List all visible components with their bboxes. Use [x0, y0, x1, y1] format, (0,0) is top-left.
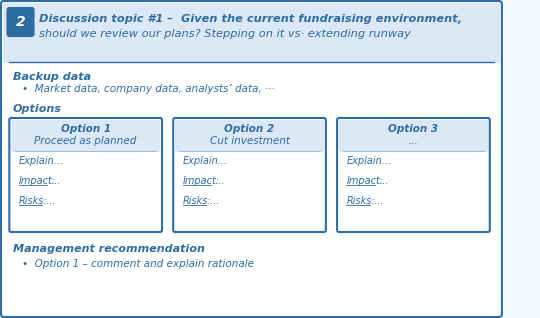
Text: Proceed as planned: Proceed as planned — [35, 136, 137, 146]
Text: Option 2: Option 2 — [225, 124, 275, 134]
Text: Management recommendation: Management recommendation — [13, 244, 205, 254]
Text: Risks:: Risks: — [346, 196, 375, 206]
Text: Discussion topic #1 –  Given the current fundraising environment,: Discussion topic #1 – Given the current … — [39, 14, 462, 24]
FancyBboxPatch shape — [3, 3, 500, 63]
Text: Option 3: Option 3 — [388, 124, 438, 134]
FancyBboxPatch shape — [339, 120, 488, 152]
Text: ...: ... — [207, 196, 219, 206]
Text: Impact:: Impact: — [183, 176, 220, 186]
Text: Risks:: Risks: — [18, 196, 47, 206]
Text: •  Option 1 – comment and explain rationale: • Option 1 – comment and explain rationa… — [22, 259, 254, 269]
Text: Risks:: Risks: — [183, 196, 211, 206]
FancyBboxPatch shape — [9, 118, 162, 232]
Text: Cut investment: Cut investment — [210, 136, 289, 146]
Text: ...: ... — [49, 176, 61, 186]
Text: Backup data: Backup data — [13, 72, 91, 82]
Text: ...: ... — [370, 196, 383, 206]
Text: ...: ... — [212, 176, 225, 186]
Text: Explain...: Explain... — [346, 156, 391, 166]
Text: •  Market data, company data, analysts’ data, ···: • Market data, company data, analysts’ d… — [22, 84, 275, 94]
Text: 2: 2 — [16, 15, 25, 29]
Text: ...: ... — [43, 196, 55, 206]
Text: Options: Options — [13, 104, 62, 114]
FancyBboxPatch shape — [337, 118, 490, 232]
Text: ...: ... — [409, 136, 419, 146]
FancyBboxPatch shape — [175, 120, 324, 152]
Text: Impact:: Impact: — [346, 176, 383, 186]
Text: ...: ... — [376, 176, 389, 186]
FancyBboxPatch shape — [8, 8, 33, 36]
Text: should we review our plans? Stepping on it vs· extending runway: should we review our plans? Stepping on … — [39, 29, 411, 39]
Text: Explain...: Explain... — [18, 156, 64, 166]
FancyBboxPatch shape — [11, 120, 160, 152]
FancyBboxPatch shape — [1, 1, 502, 317]
Text: Option 1: Option 1 — [60, 124, 111, 134]
Text: Impact:: Impact: — [18, 176, 56, 186]
Text: Explain...: Explain... — [183, 156, 228, 166]
FancyBboxPatch shape — [173, 118, 326, 232]
